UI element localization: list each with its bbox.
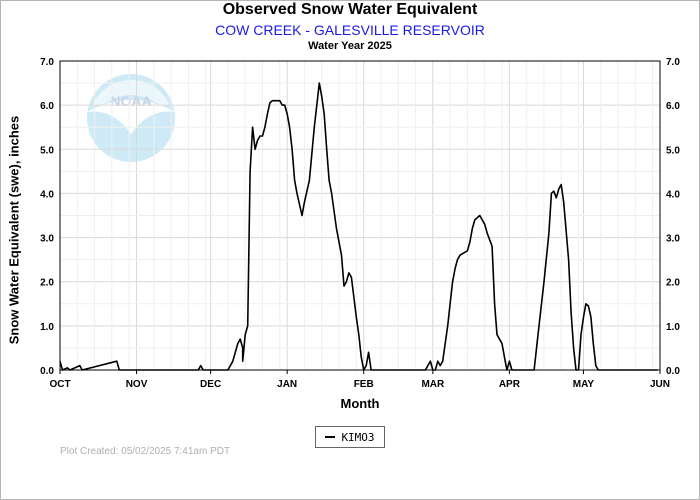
x-tick-label: MAR xyxy=(421,379,445,390)
y-tick-label-right: 2.0 xyxy=(666,278,680,289)
y-tick-label-right: 6.0 xyxy=(666,101,680,112)
x-tick-label: APR xyxy=(499,379,521,390)
x-tick-label: JUN xyxy=(650,379,670,390)
x-axis-label: Month xyxy=(340,396,380,411)
noaa-logo-bird xyxy=(87,100,175,134)
y-tick-label-right: 4.0 xyxy=(666,189,680,200)
y-tick-label-left: 6.0 xyxy=(40,101,54,112)
y-tick-label-left: 3.0 xyxy=(40,234,54,245)
x-tick-label: DEC xyxy=(200,379,221,390)
x-tick-label: FEB xyxy=(354,379,374,390)
water-year-label: Water Year 2025 xyxy=(308,40,392,52)
x-tick-label: MAY xyxy=(573,379,595,390)
plot-created-note: Plot Created: 05/02/2025 7:41am PDT xyxy=(60,446,231,457)
y-tick-label-right: 1.0 xyxy=(666,322,680,333)
y-tick-label-left: 0.0 xyxy=(40,366,54,377)
noaa-logo-text: NOAA xyxy=(110,93,151,109)
plot-area-border xyxy=(59,60,661,371)
y-tick-label-left: 5.0 xyxy=(40,145,54,156)
y-tick-label-right: 5.0 xyxy=(666,145,680,156)
x-tick-label: OCT xyxy=(49,379,70,390)
tick-labels: 0.0 0.0 1.0 1.0 2.0 2.0 3.0 3.0 4.0 4.0 5.0 5.0 6.0 6… xyxy=(40,57,680,390)
chart-title: Observed Snow Water Equivalent xyxy=(222,1,478,18)
x-tick-label: NOV xyxy=(126,379,148,390)
y-tick-label-left: 2.0 xyxy=(40,278,54,289)
legend-swatch-kimo3 xyxy=(325,436,336,438)
axes xyxy=(59,60,661,374)
station-subtitle: COW CREEK - GALESVILLE RESERVOIR xyxy=(215,22,485,38)
y-axis-label: Snow Water Equivalent (swe), inches xyxy=(6,115,22,345)
y-tick-label-right: 7.0 xyxy=(666,57,680,68)
y-tick-label-right: 3.0 xyxy=(666,234,680,245)
legend: KIMO3 xyxy=(315,426,385,448)
y-tick-label-left: 4.0 xyxy=(40,189,54,200)
y-tick-label-left: 1.0 xyxy=(40,322,54,333)
y-tick-label-right: 0.0 xyxy=(666,366,680,377)
legend-label-kimo3: KIMO3 xyxy=(341,430,375,444)
x-tick-label: JAN xyxy=(277,379,297,390)
y-tick-label-left: 7.0 xyxy=(40,57,54,68)
